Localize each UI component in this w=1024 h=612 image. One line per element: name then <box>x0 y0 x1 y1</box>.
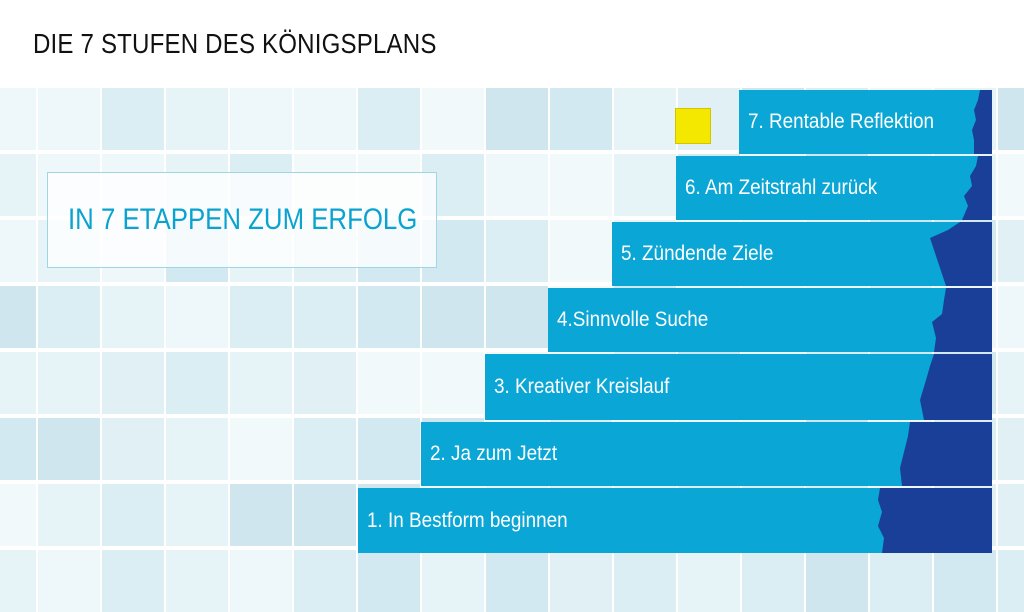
grid-tile <box>38 352 100 414</box>
grid-tile <box>0 154 36 216</box>
step-silhouette <box>932 288 992 352</box>
grid-tile <box>486 220 548 282</box>
grid-tile <box>38 484 100 546</box>
grid-tile <box>550 154 612 216</box>
step-6: 6. Am Zeitstrahl zurück <box>676 156 992 220</box>
grid-tile <box>230 286 292 348</box>
grid-tile <box>38 286 100 348</box>
grid-tile <box>0 418 36 480</box>
grid-tile <box>998 418 1024 480</box>
grid-tile <box>230 352 292 414</box>
grid-tile <box>230 418 292 480</box>
callout-text: IN 7 ETAPPEN ZUM ERFOLG <box>68 203 418 236</box>
grid-tile <box>230 484 292 546</box>
step-5: 5. Zündende Ziele <box>612 222 992 286</box>
grid-tile <box>38 418 100 480</box>
grid-tile <box>102 418 164 480</box>
grid-tile <box>486 286 548 348</box>
grid-tile <box>0 484 36 546</box>
grid-tile <box>550 88 612 150</box>
step-label: 1. In Bestform beginnen <box>367 508 568 532</box>
grid-tile <box>294 484 356 546</box>
step-label: 6. Am Zeitstrahl zurück <box>685 176 878 199</box>
step-silhouette <box>900 422 992 486</box>
step-silhouette <box>930 222 992 286</box>
grid-tile <box>614 154 676 216</box>
step-2: 2. Ja zum Jetzt <box>421 422 992 486</box>
grid-tile <box>38 88 100 150</box>
callout-box: IN 7 ETAPPEN ZUM ERFOLG <box>47 172 437 268</box>
grid-tile <box>422 88 484 150</box>
grid-tile <box>294 418 356 480</box>
grid-tile <box>550 220 612 282</box>
step-label: 5. Zündende Ziele <box>621 242 774 265</box>
step-silhouette <box>920 354 992 420</box>
step-silhouette <box>972 90 992 154</box>
grid-tile <box>358 286 420 348</box>
grid-tile <box>998 154 1024 216</box>
grid-tile <box>614 88 676 150</box>
grid-tile <box>998 220 1024 282</box>
grid-tile <box>102 286 164 348</box>
step-4: 4.Sinnvolle Suche <box>548 288 992 352</box>
marker-square <box>675 108 711 144</box>
grid-tile <box>998 286 1024 348</box>
grid-tile <box>486 88 548 150</box>
step-silhouette <box>962 156 992 220</box>
grid-tile <box>102 352 164 414</box>
grid-tile <box>422 286 484 348</box>
grid-tile <box>0 88 36 150</box>
grid-tile <box>102 484 164 546</box>
step-label: 3. Kreativer Kreislauf <box>494 375 670 398</box>
staircase: 7. Rentable Reflektion 6. Am Zeitstrahl … <box>358 90 992 553</box>
step-label: 4.Sinnvolle Suche <box>557 308 709 331</box>
grid-tile <box>294 88 356 150</box>
step-label: 7. Rentable Reflektion <box>748 110 934 133</box>
grid-tile <box>486 154 548 216</box>
grid-tile <box>998 88 1024 150</box>
grid-tile <box>166 352 228 414</box>
grid-tile <box>358 418 420 480</box>
grid-tile <box>0 352 36 414</box>
grid-tile <box>230 88 292 150</box>
grid-tile <box>0 220 36 282</box>
grid-tile <box>294 352 356 414</box>
title: DIE 7 STUFEN DES KÖNIGSPLANS <box>33 28 437 59</box>
step-3: 3. Kreativer Kreislauf <box>485 354 992 420</box>
grid-tile <box>998 352 1024 414</box>
grid-tile <box>422 352 484 414</box>
grid-tile <box>166 484 228 546</box>
grid-tile <box>0 286 36 348</box>
grid-tile <box>166 418 228 480</box>
step-7: 7. Rentable Reflektion <box>739 90 992 154</box>
grid-tile <box>294 286 356 348</box>
step-1: 1. In Bestform beginnen <box>358 488 992 553</box>
step-silhouette <box>878 488 992 553</box>
grid-tile <box>358 88 420 150</box>
grid-tile <box>358 352 420 414</box>
grid-tile <box>102 88 164 150</box>
grid-tile <box>166 286 228 348</box>
grid-tile <box>166 88 228 150</box>
grid-tile <box>998 484 1024 546</box>
step-label: 2. Ja zum Jetzt <box>430 442 558 465</box>
